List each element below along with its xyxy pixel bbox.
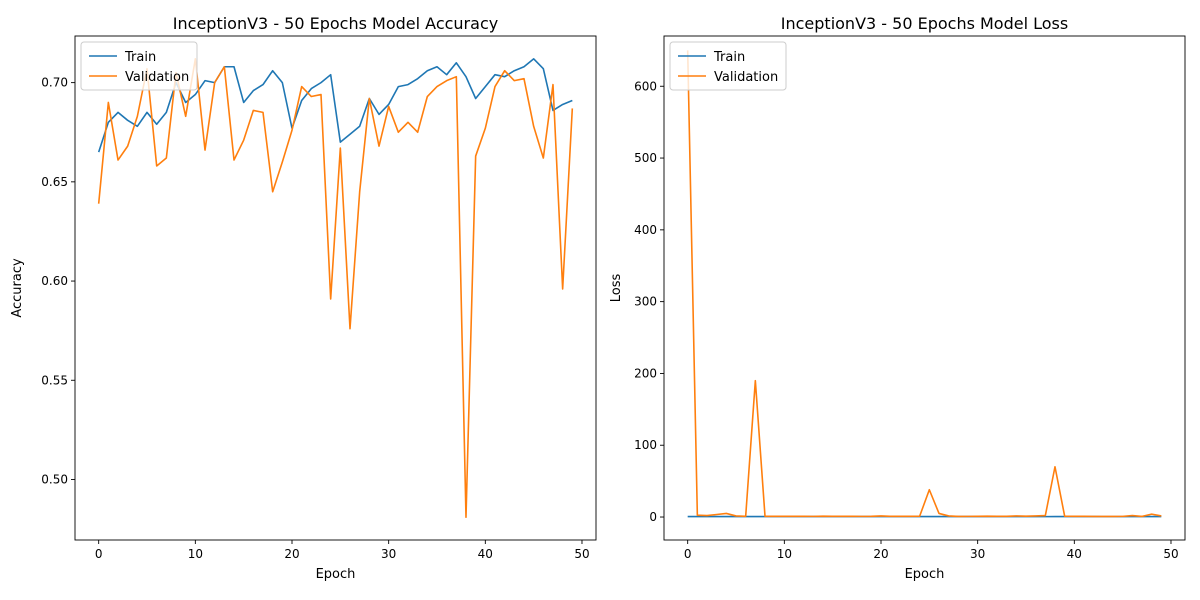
x-tick-label: 40 bbox=[1067, 547, 1082, 561]
x-tick-label: 0 bbox=[684, 547, 692, 561]
y-tick-label: 500 bbox=[634, 151, 657, 165]
plot-frame bbox=[74, 35, 597, 541]
x-tick-label: 30 bbox=[381, 547, 396, 561]
y-tick-label: 0.65 bbox=[41, 175, 68, 189]
x-axis-label: Epoch bbox=[905, 567, 945, 582]
y-tick-label: 0.60 bbox=[41, 274, 68, 288]
loss-chart: InceptionV3 - 50 Epochs Model Loss 0 10 20 3… bbox=[609, 14, 1186, 582]
legend-label-validation: Validation bbox=[714, 70, 778, 85]
plot-frame bbox=[663, 35, 1186, 541]
y-axis-label: Loss bbox=[609, 274, 624, 303]
chart-title: InceptionV3 - 50 Epochs Model Loss bbox=[781, 14, 1068, 33]
y-tick-label: 100 bbox=[634, 438, 657, 452]
series-lines bbox=[97, 58, 574, 518]
x-tick-label: 30 bbox=[970, 547, 985, 561]
y-tick-label: 400 bbox=[634, 223, 657, 237]
legend-box bbox=[80, 41, 198, 91]
chart-title: InceptionV3 - 50 Epochs Model Accuracy bbox=[173, 14, 498, 33]
y-tick-label: 0.50 bbox=[41, 472, 68, 486]
series-lines bbox=[686, 50, 1162, 518]
x-tick-label: 10 bbox=[188, 547, 203, 561]
legend-label-validation: Validation bbox=[125, 70, 189, 85]
x-tick-label: 50 bbox=[574, 547, 589, 561]
series-line-validation bbox=[686, 50, 1162, 518]
series-line-validation bbox=[97, 58, 574, 518]
y-axis-label: Accuracy bbox=[10, 258, 25, 318]
y-tick-label: 300 bbox=[634, 295, 657, 309]
x-tick-label: 20 bbox=[284, 547, 299, 561]
x-axis-label: Epoch bbox=[316, 567, 356, 582]
y-tick-label: 0.70 bbox=[41, 76, 68, 90]
accuracy-chart: InceptionV3 - 50 Epochs Model Accuracy 0 1… bbox=[10, 14, 597, 582]
y-tick-label: 0.55 bbox=[41, 373, 68, 387]
y-tick-label: 200 bbox=[634, 366, 657, 380]
legend-label-train: Train bbox=[124, 50, 156, 65]
legend-label-train: Train bbox=[713, 50, 745, 65]
x-tick-label: 40 bbox=[478, 547, 493, 561]
y-tick-label: 600 bbox=[634, 79, 657, 93]
legend-box bbox=[669, 41, 787, 91]
x-tick-label: 20 bbox=[873, 547, 888, 561]
x-tick-label: 0 bbox=[95, 547, 103, 561]
x-tick-label: 10 bbox=[777, 547, 792, 561]
y-tick-label: 0 bbox=[649, 510, 657, 524]
x-tick-label: 50 bbox=[1163, 547, 1178, 561]
